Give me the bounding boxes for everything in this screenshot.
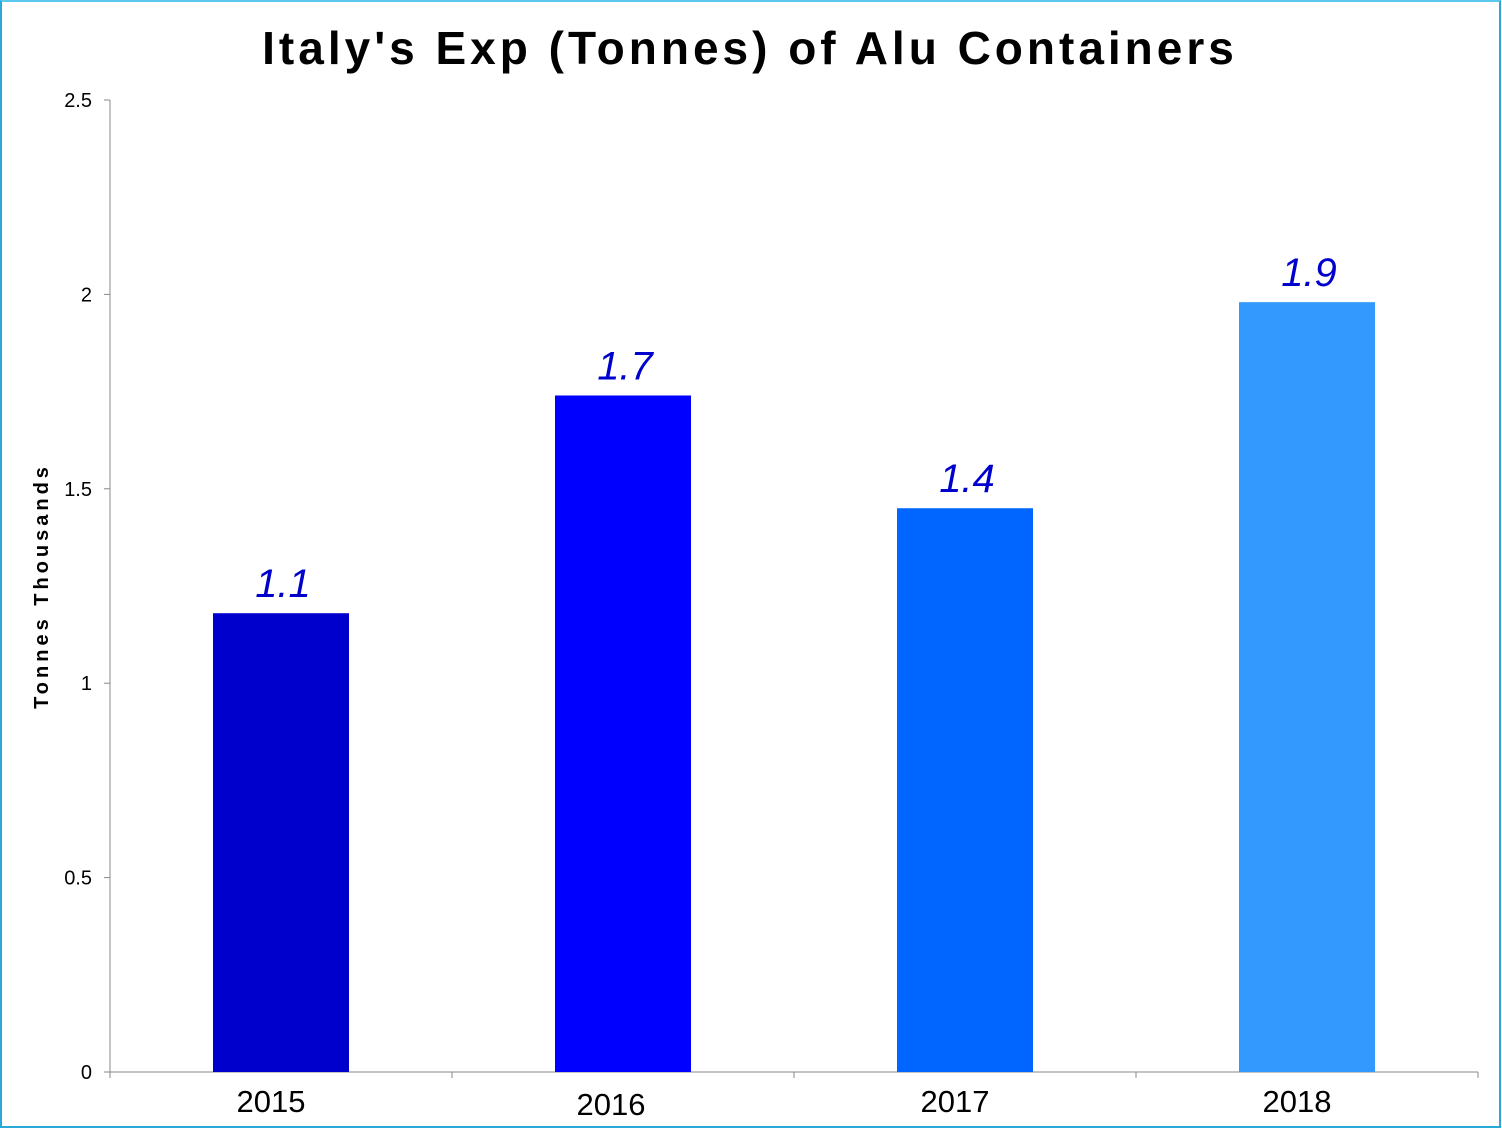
- x-tick-label: 2015: [237, 1084, 306, 1119]
- bar-2018: [1239, 302, 1375, 1072]
- chart-title: Italy's Exp (Tonnes) of Alu Containers: [262, 22, 1238, 74]
- y-tick-label: 0.5: [64, 868, 92, 890]
- y-axis-label: Tonnes Thousands: [31, 463, 53, 709]
- data-label: 1.1: [255, 562, 311, 606]
- x-tick-label: 2017: [921, 1084, 990, 1119]
- bar-2017: [897, 508, 1033, 1072]
- bar-2016: [555, 395, 691, 1072]
- data-label: 1.7: [597, 344, 654, 388]
- y-tick-label: 2.5: [64, 90, 92, 112]
- bar-2015: [213, 613, 349, 1072]
- x-tick-label: 2016: [577, 1087, 646, 1122]
- y-tick-label: 0: [81, 1062, 92, 1084]
- y-tick-label: 1.5: [64, 479, 92, 501]
- x-tick-label: 2018: [1263, 1084, 1332, 1119]
- y-tick-label: 1: [81, 673, 92, 695]
- data-label: 1.9: [1281, 251, 1337, 295]
- y-tick-label: 2: [81, 284, 92, 306]
- data-label: 1.4: [939, 457, 995, 501]
